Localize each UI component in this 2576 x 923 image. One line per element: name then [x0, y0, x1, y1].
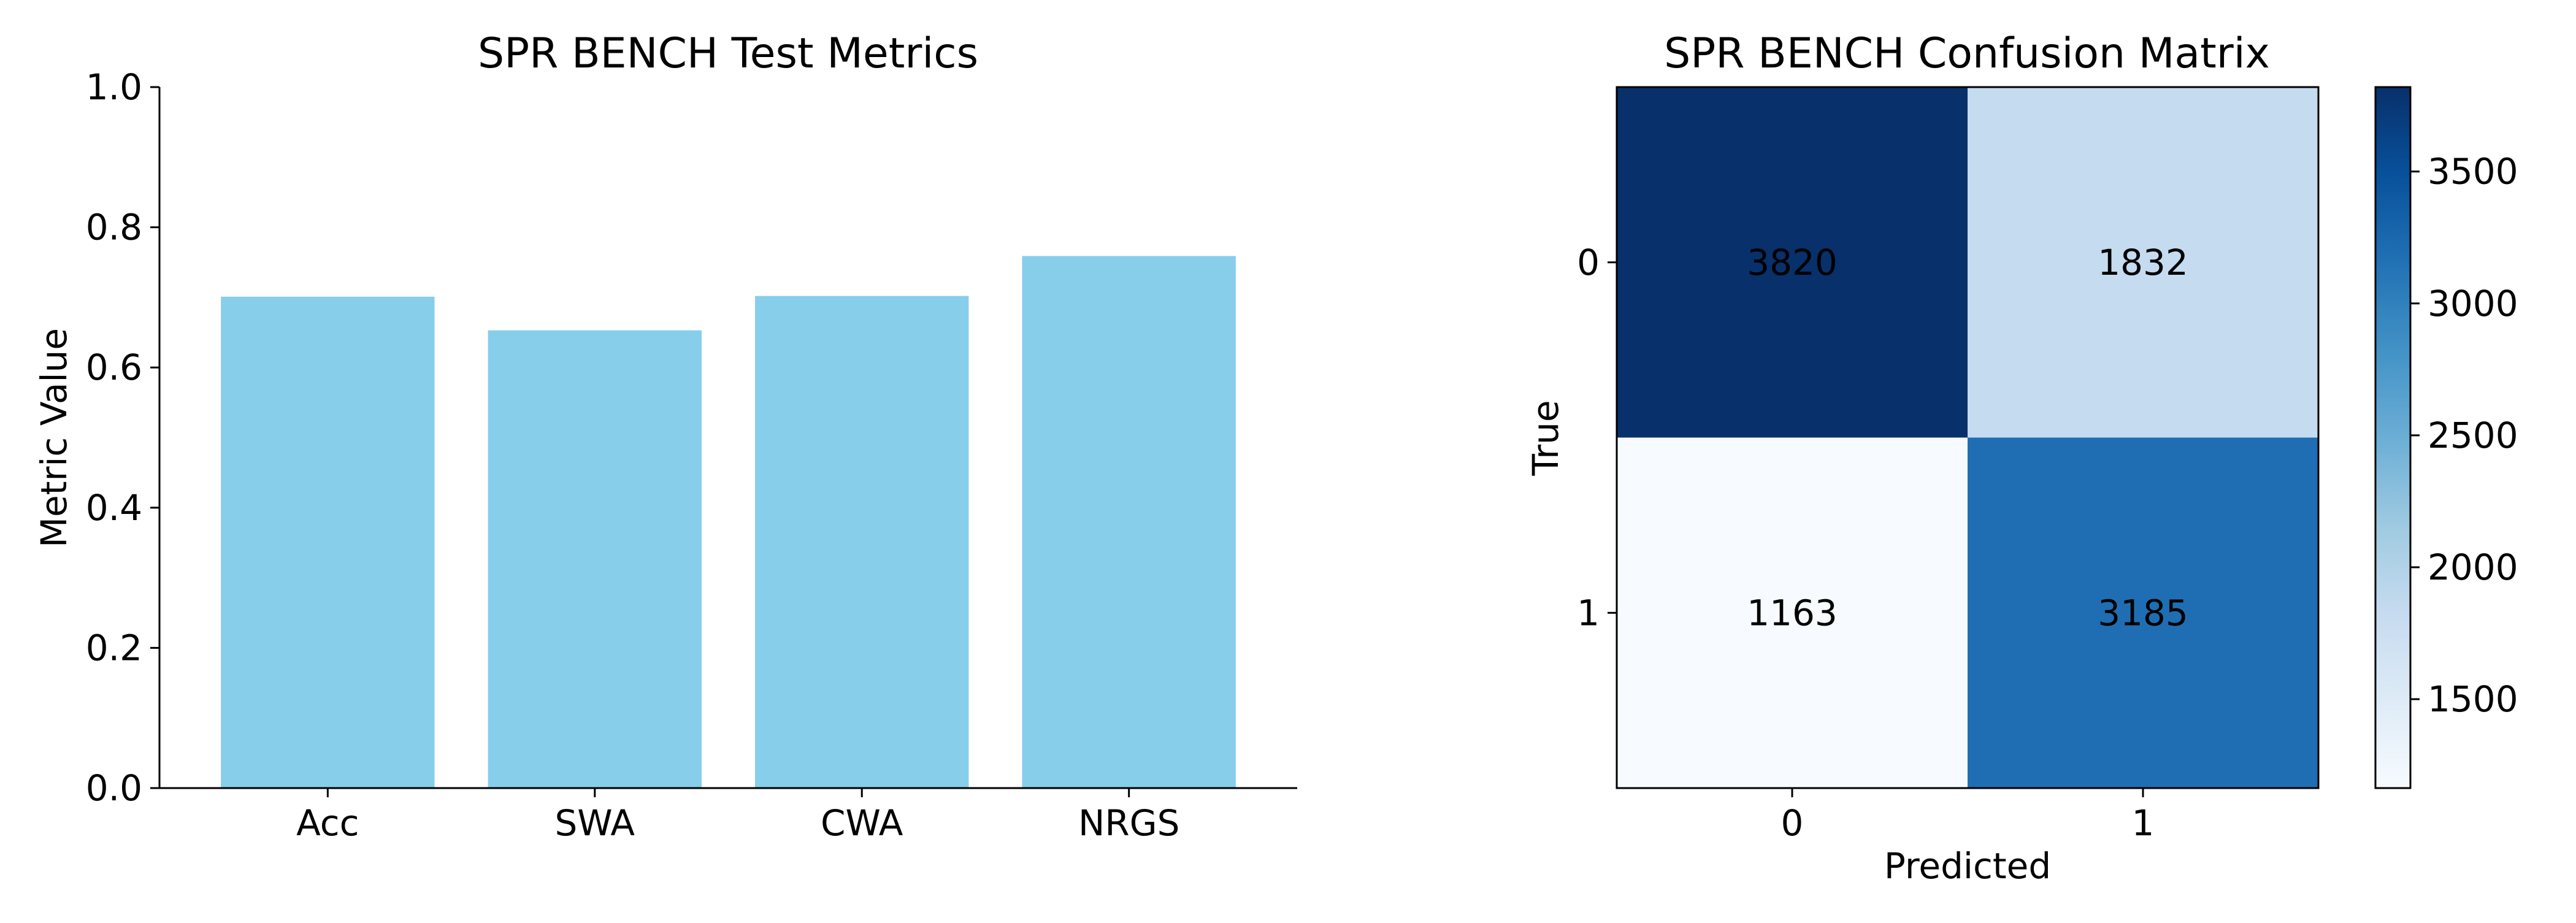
- x-tick-label: SWA: [554, 802, 635, 844]
- bar-xticks: Acc SWA CWA NRGS: [296, 788, 1179, 844]
- confusion-matrix-ylabel: True: [1525, 400, 1566, 476]
- y-tick-label: 0.6: [86, 347, 142, 388]
- bar-acc: [221, 296, 435, 789]
- y-tick-label: 1: [1577, 592, 1600, 634]
- y-tick-label: 0.4: [86, 487, 142, 529]
- colorbar-tick-label: 3000: [2428, 283, 2518, 324]
- colorbar-tick-label: 2000: [2428, 546, 2518, 588]
- cell-value: 1832: [2098, 242, 2188, 283]
- x-tick-label: 0: [1781, 802, 1804, 844]
- x-tick-label: Acc: [296, 802, 359, 844]
- colorbar-gradient: [2374, 86, 2412, 789]
- bar-chart: SPR BENCH Test Metrics Metric Value 0.00…: [33, 29, 1297, 844]
- x-tick-label: NRGS: [1078, 802, 1179, 844]
- x-tick-label: 1: [2132, 802, 2155, 844]
- confusion-cells: 3820 1832 1163 3185: [1617, 87, 2319, 789]
- cell-1-0: [1617, 437, 1968, 789]
- cell-value: 3185: [2098, 592, 2188, 634]
- y-tick-label: 0: [1577, 242, 1600, 283]
- y-tick-label: 0.8: [86, 207, 142, 248]
- bar-chart-title: SPR BENCH Test Metrics: [478, 29, 978, 78]
- confusion-matrix-frame: [1616, 86, 2320, 789]
- bar-layer: [221, 256, 1236, 789]
- confusion-matrix-title: SPR BENCH Confusion Matrix: [1664, 29, 2270, 78]
- x-tick-label: CWA: [821, 802, 903, 844]
- bar-nrgs: [1022, 256, 1236, 788]
- bar-yticks: 0.0 0.2 0.4 0.6 0.8 1.0: [86, 66, 159, 809]
- cell-value: 3820: [1747, 242, 1838, 283]
- colorbar-tick-label: 2500: [2428, 415, 2518, 456]
- bar-cwa: [755, 296, 969, 788]
- colorbar-ticks: 1500 2000 2500 3000 3500: [2410, 151, 2518, 720]
- y-tick-label: 0.2: [86, 627, 142, 668]
- y-tick-label: 1.0: [86, 66, 142, 108]
- bar-chart-ylabel: Metric Value: [33, 328, 75, 548]
- bar-swa: [488, 330, 702, 788]
- confusion-ticks: 0 1 0 1: [1577, 242, 2154, 844]
- cell-0-1: [1968, 87, 2319, 438]
- cell-1-1: [1968, 437, 2319, 789]
- y-tick-label: 0.0: [86, 767, 142, 809]
- cell-0-0: [1617, 87, 1968, 438]
- colorbar-tick-label: 3500: [2428, 151, 2518, 193]
- cell-value: 1163: [1747, 592, 1838, 634]
- colorbar-tick-label: 1500: [2428, 678, 2518, 720]
- confusion-matrix-xlabel: Predicted: [1884, 845, 2051, 887]
- colorbar: 1500 2000 2500 3000 3500: [2374, 86, 2518, 789]
